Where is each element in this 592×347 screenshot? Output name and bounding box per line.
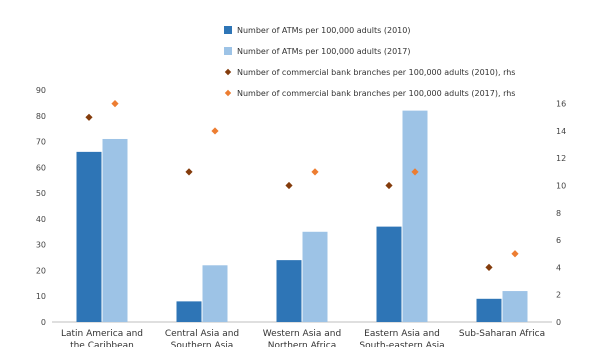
category-label: Central Asia and Southern Asia bbox=[165, 329, 239, 347]
legend-label: Number of ATMs per 100,000 adults (2017) bbox=[237, 47, 410, 56]
legend-label: Number of ATMs per 100,000 adults (2010) bbox=[237, 26, 410, 35]
marker-point bbox=[311, 168, 319, 176]
legend: Number of ATMs per 100,000 adults (2010)… bbox=[224, 26, 515, 98]
right-tick-label: 16 bbox=[556, 100, 566, 109]
left-tick-label: 0 bbox=[41, 318, 46, 327]
left-tick-label: 70 bbox=[36, 138, 46, 147]
legend-marker bbox=[224, 68, 232, 76]
legend-swatch bbox=[224, 26, 232, 34]
bar bbox=[76, 151, 102, 322]
marker-point bbox=[185, 168, 193, 176]
bar bbox=[276, 260, 302, 322]
left-axis: 0 10 20 30 40 50 60 70 80 90 bbox=[36, 86, 552, 327]
right-axis: 0 2 4 6 8 10 12 14 16 bbox=[556, 100, 566, 327]
marker-point bbox=[211, 127, 219, 135]
right-tick-label: 6 bbox=[556, 236, 561, 245]
legend-label: Number of commercial bank branches per 1… bbox=[237, 89, 515, 98]
left-tick-label: 80 bbox=[36, 112, 46, 121]
markers bbox=[85, 100, 519, 272]
bar bbox=[302, 231, 328, 322]
marker-point bbox=[85, 113, 93, 121]
marker-point bbox=[285, 181, 293, 190]
right-tick-label: 12 bbox=[556, 154, 566, 163]
right-tick-label: 14 bbox=[556, 127, 566, 136]
bar bbox=[402, 110, 428, 322]
bar bbox=[102, 138, 128, 322]
bar bbox=[376, 226, 402, 322]
left-tick-label: 90 bbox=[36, 86, 46, 95]
category-labels: Latin America and the Caribbean Central As… bbox=[61, 329, 545, 347]
bar bbox=[476, 298, 502, 322]
left-tick-label: 60 bbox=[36, 163, 46, 172]
marker-point bbox=[485, 263, 493, 272]
bar bbox=[202, 265, 228, 322]
legend-swatch bbox=[224, 47, 232, 55]
marker-point bbox=[411, 168, 419, 176]
left-tick-label: 20 bbox=[36, 266, 46, 275]
category-label: Western Asia and Northern Africa bbox=[263, 329, 341, 347]
right-tick-label: 0 bbox=[556, 318, 561, 327]
right-tick-label: 2 bbox=[556, 291, 561, 300]
right-tick-label: 8 bbox=[556, 209, 561, 218]
right-tick-label: 10 bbox=[556, 182, 566, 191]
category-label: Eastern Asia and South-eastern Asia bbox=[359, 329, 444, 347]
right-tick-label: 4 bbox=[556, 263, 561, 272]
left-tick-label: 50 bbox=[36, 189, 46, 198]
legend-label: Number of commercial bank branches per 1… bbox=[237, 68, 515, 77]
category-label: Latin America and the Caribbean bbox=[61, 329, 143, 347]
marker-point bbox=[111, 100, 119, 108]
left-tick-label: 40 bbox=[36, 215, 46, 224]
marker-point bbox=[511, 250, 519, 258]
left-tick-label: 10 bbox=[36, 292, 46, 301]
bar bbox=[502, 291, 528, 322]
left-tick-label: 30 bbox=[36, 241, 46, 250]
legend-marker bbox=[224, 89, 232, 97]
bars bbox=[76, 110, 528, 322]
category-label: Sub-Saharan Africa bbox=[459, 329, 545, 339]
marker-point bbox=[385, 181, 393, 190]
bar bbox=[176, 301, 202, 322]
